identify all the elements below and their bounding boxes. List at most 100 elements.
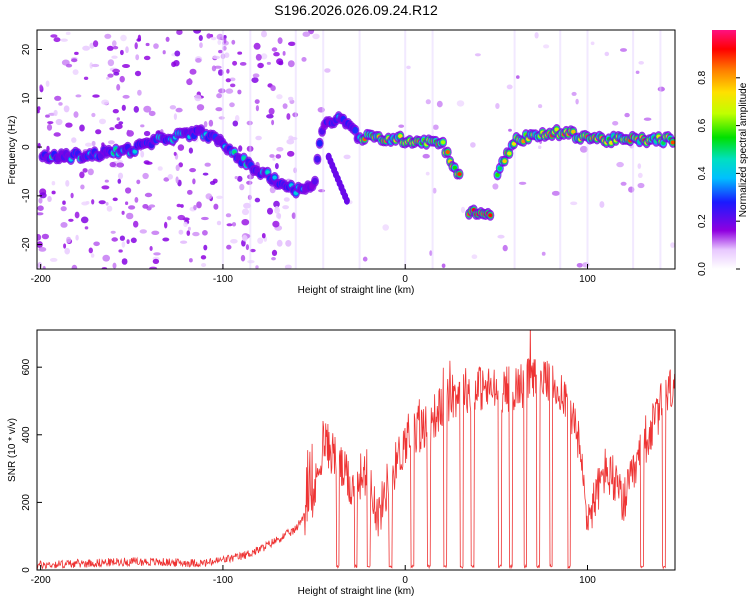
noise-blob [45,114,50,118]
noise-blob [441,263,446,269]
noise-blob [60,206,67,212]
noise-blob [112,40,117,47]
noise-blob [83,76,89,81]
ridge-mid [352,126,359,134]
noise-blob [74,51,79,56]
ridge-mid [314,155,321,163]
noise-blob [261,233,266,239]
noise-blob [188,147,193,154]
noise-blob [508,128,512,132]
ridge-core [571,129,576,134]
noise-blob [223,37,227,44]
noise-blob [255,265,259,269]
noise-blob [80,184,85,190]
noise-blob [167,174,173,180]
noise-blob [39,192,47,199]
noise-blob [194,94,202,102]
noise-blob [73,111,79,118]
noise-blob [276,58,284,65]
ridge-core [497,166,502,171]
snr-xlabel: Height of straight line (km) [298,586,415,597]
noise-blob [165,36,170,42]
noise-blob [255,135,262,141]
noise-blob [287,150,295,157]
noise-blob [139,229,147,234]
noise-blob [202,172,209,176]
ridge-core [495,172,500,177]
noise-blob [238,145,243,152]
noise-blob [108,140,115,145]
noise-blob [42,265,46,269]
spectral-streak [294,30,297,269]
noise-blob [229,77,236,82]
noise-blob [65,63,73,68]
spectrogram-ytick-label: 20 [21,44,32,56]
noise-blob [118,249,123,253]
noise-blob [140,124,145,128]
snr-ytick-label: 600 [21,358,32,375]
noise-blob [624,112,630,118]
noise-blob [121,104,126,111]
noise-blob [195,58,202,63]
noise-blob [162,50,166,55]
noise-blob [570,201,578,206]
noise-blob [257,62,264,69]
noise-blob [245,244,249,251]
colorbar-label: Normalized spectral amplitude [738,82,749,217]
noise-blob [241,219,250,226]
noise-blob [243,202,251,209]
noise-blob [271,249,278,256]
noise-blob [429,250,433,256]
noise-blob [237,89,242,95]
noise-blob [231,222,237,227]
noise-blob [203,121,208,128]
noise-blob [422,153,430,159]
noise-blob [254,197,261,203]
noise-blob [120,34,127,42]
noise-blob [143,130,151,137]
noise-blob [178,162,183,168]
noise-blob [68,218,74,222]
spectrogram-ylabel: Frequency (Hz) [7,116,18,185]
snr-xtick-label: 0 [402,575,408,586]
snr-panel: -200 -100 0 100 0 200 400 600 Height of straig… [7,329,676,597]
noise-blob [175,107,183,113]
noise-blob [210,36,217,41]
noise-blob [101,99,109,105]
noise-blob [92,94,100,98]
noise-blob [75,94,82,98]
noise-blob [79,124,85,132]
ridge-core [445,150,450,155]
noise-blob [55,118,63,126]
noise-blob [255,53,262,61]
noise-blob [152,258,160,264]
ridge-core [398,134,403,139]
noise-blob [192,178,196,185]
noise-blob [91,199,95,205]
spectrogram-ytick-label: -20 [21,237,32,252]
noise-blob [99,118,106,125]
snr-ylabel: SNR (10 * v/v) [7,418,18,482]
noise-blob [51,181,56,186]
noise-blob [620,48,627,52]
noise-blob [232,60,238,66]
noise-blob [109,161,117,168]
noise-blob [88,247,94,254]
noise-blob [234,115,240,122]
noise-blob [91,140,96,147]
noise-blob [432,124,439,130]
branch-blob [343,196,350,205]
noise-blob [82,168,88,173]
noise-blob [112,197,118,202]
noise-blob [87,168,94,176]
noise-blob [234,176,238,180]
spectrogram-xtick-label: 0 [402,274,408,285]
noise-blob [105,202,109,206]
noise-blob [218,88,226,94]
noise-blob [620,181,627,186]
spectrogram-ytick-label: -10 [21,188,32,203]
noise-blob [225,213,232,218]
snr-ytick-label: 200 [21,494,32,511]
noise-blob [119,75,125,83]
